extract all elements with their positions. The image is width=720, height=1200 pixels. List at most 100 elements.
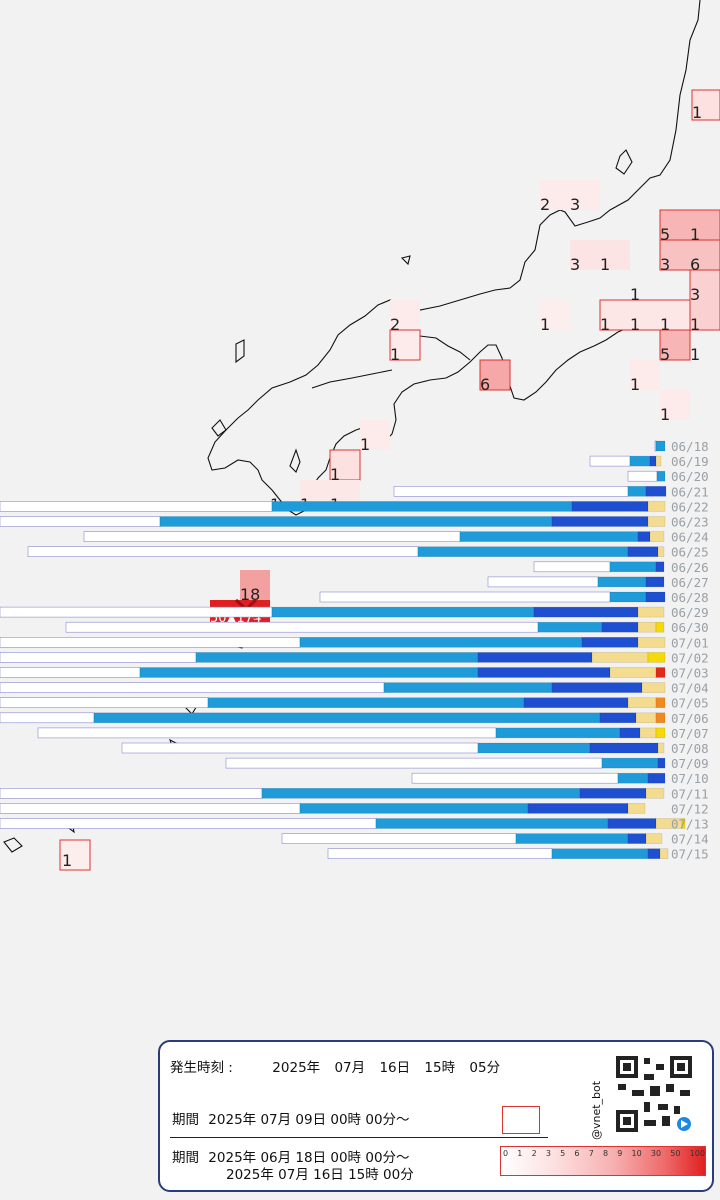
bar-segment-light-blue [656, 470, 666, 482]
grid-cell-label: 3 [660, 255, 670, 274]
qr-code-icon [614, 1054, 694, 1134]
scale-tick: 5 [560, 1149, 566, 1158]
time-hour: 15時 [424, 1060, 456, 1076]
bar-segment-dark-blue [551, 516, 649, 527]
scale-tick: 10 [631, 1149, 642, 1158]
bar-segment-yellow [627, 697, 657, 709]
bar-segment-yellow [647, 501, 666, 512]
bar-segment-empty [0, 652, 197, 663]
bar-segment-light-blue [537, 621, 603, 633]
bar-segment-light-blue [459, 531, 639, 542]
occurrence-time-row: 発生時刻 : 2025年 07月 16日 15時 05分 [170, 1056, 500, 1076]
date-label: 07/14 [671, 832, 709, 847]
grid-cell-label: 1 [690, 345, 700, 364]
bar-segment-dark-blue [645, 485, 667, 497]
all-period-start: 2025年 06月 18日 00時 00分～ [208, 1150, 410, 1166]
bar-segment-yellow [657, 742, 665, 754]
time-label: 発生時刻 : [170, 1060, 233, 1076]
all-period-row: 期間 2025年 06月 18日 00時 00分～ [172, 1146, 410, 1166]
bar-segment-orange [655, 697, 666, 709]
grid-cell-label: 1 [630, 315, 640, 334]
grid-cell-label: 5 [660, 345, 670, 364]
date-label: 06/23 [671, 515, 709, 530]
bar-segment-dark-blue [627, 546, 659, 558]
intensity-scale: 0 1 2 3 5 6 7 8 9 10 30 50 100 [500, 1146, 706, 1176]
grid-cell [599, 299, 691, 331]
bar-segment-empty [281, 833, 517, 844]
date-label: 07/02 [671, 650, 709, 665]
bar-segment-dark-blue [477, 667, 611, 678]
bar-segment-light-blue [551, 848, 649, 860]
bar-segment-dark-blue [571, 501, 649, 512]
bar-segment-light-blue [195, 652, 479, 663]
bar-segment-light-blue [271, 606, 535, 618]
bar-segment-light-blue [629, 455, 651, 467]
bar-segment-yellow [645, 833, 663, 844]
bar-segment-empty [411, 772, 619, 784]
date-label: 07/04 [671, 681, 709, 696]
grid-cell [329, 449, 361, 481]
bar-segment-light-blue [207, 697, 525, 709]
grid-cell-label: 1 [360, 435, 370, 454]
date-label: 07/08 [671, 741, 709, 756]
all-period-label: 期間 [172, 1150, 199, 1166]
bar-segment-empty [627, 470, 658, 482]
bar-segment-dark-blue [523, 697, 629, 709]
scale-tick: 2 [531, 1149, 537, 1158]
date-label: 07/15 [671, 847, 709, 862]
time-year: 2025年 [272, 1060, 321, 1076]
bar-segment-empty [0, 667, 141, 678]
scale-tick: 7 [588, 1149, 594, 1158]
grid-cell-label: 1 [62, 851, 72, 870]
bar-segment-empty [327, 848, 553, 860]
bar-segment-light-blue [609, 561, 657, 573]
grid-cell-label: 3 [690, 285, 700, 304]
time-minute: 05分 [469, 1060, 501, 1076]
bar-segment-bright-yellow [647, 652, 666, 663]
grid-cell [691, 89, 720, 121]
bar-segment-empty [65, 621, 539, 633]
bar-segment-bright-yellow [655, 727, 666, 739]
scale-tick: 6 [574, 1149, 580, 1158]
date-label: 06/22 [671, 499, 709, 514]
bar-segment-empty [0, 682, 385, 693]
grid-cell-label: 5 [660, 225, 670, 244]
bar-segment-dark-blue [645, 591, 666, 603]
grid-cell [479, 359, 511, 391]
bar-segment-empty [0, 697, 209, 709]
date-label: 07/05 [671, 696, 709, 711]
bar-segment-light-blue [299, 803, 529, 814]
grid-cell-label: 1 [630, 375, 640, 394]
grid-cell [389, 329, 421, 361]
date-label: 06/28 [671, 590, 709, 605]
date-label: 07/10 [671, 771, 709, 786]
grid-cell-label: 1 [660, 405, 670, 424]
bar-segment-light-blue [261, 787, 581, 799]
grid-cell [540, 180, 600, 210]
scale-tick: 9 [617, 1149, 623, 1158]
bar-segment-dark-blue [589, 742, 659, 754]
grid-cell-label: 18 [240, 585, 260, 604]
bar-segment-light-blue [601, 757, 659, 769]
recent-period-row: 期間 2025年 07月 09日 00時 00分～ [172, 1108, 410, 1128]
bar-segment-yellow [657, 546, 665, 558]
date-label: 06/21 [671, 484, 709, 499]
bar-segment-yellow [659, 848, 669, 860]
bar-segment-empty [0, 787, 263, 799]
bar-segment-bright-yellow [655, 621, 665, 633]
date-label: 06/29 [671, 605, 709, 620]
grid-cell [59, 839, 91, 871]
all-period-end: 2025年 07月 16日 15時 00分 [226, 1167, 414, 1183]
bar-segment-light-blue [597, 576, 647, 588]
recent-period-legend-box [502, 1106, 540, 1134]
date-label: 07/11 [671, 786, 709, 801]
grid-cell-label: 1 [330, 465, 340, 484]
bar-segment-light-blue [655, 440, 666, 452]
recent-period-label: 期間 [172, 1112, 199, 1128]
bar-segment-dark-blue [599, 712, 637, 724]
bar-segment-dark-blue [533, 606, 639, 618]
date-label: 06/26 [671, 560, 709, 575]
divider [170, 1137, 548, 1138]
bar-segment-light-blue [495, 727, 621, 739]
grid-cell [360, 420, 390, 450]
